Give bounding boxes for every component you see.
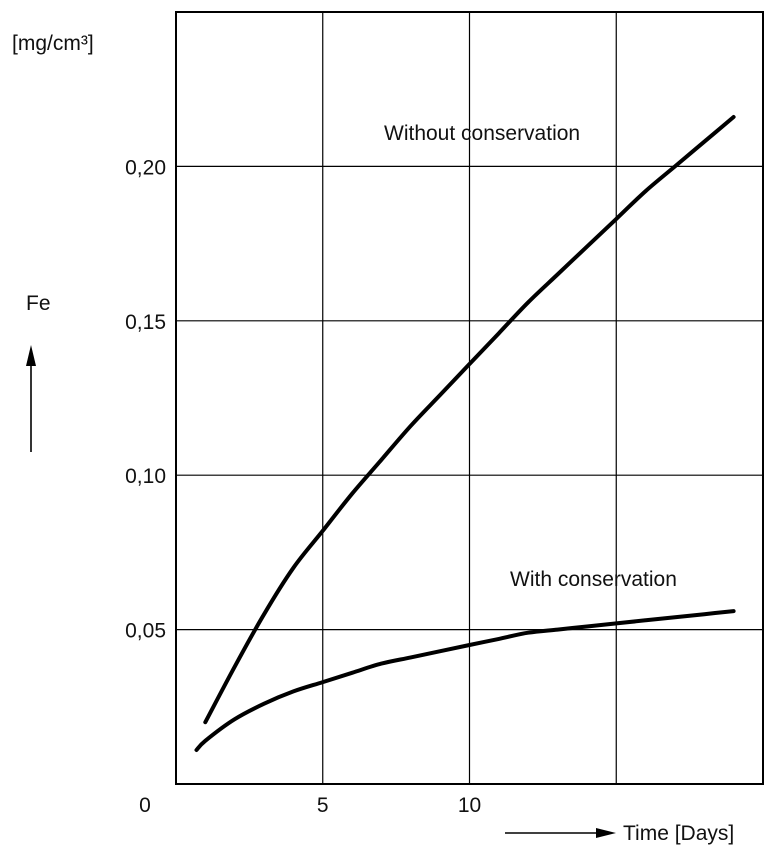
y-tick-label: 0,05 [125, 620, 166, 643]
y-tick-label: 0,10 [125, 465, 166, 488]
series-label-with-conservation: With conservation [510, 568, 677, 591]
series-layer [194, 115, 736, 752]
x-axis-label: Time [Days] [623, 822, 734, 845]
x-tick-label: 5 [317, 794, 329, 817]
x-tick-label: 10 [458, 794, 481, 817]
series-line-with-conservation [194, 609, 736, 752]
y-tick-label: 0,20 [125, 156, 166, 179]
y-axis-arrow-icon [26, 345, 36, 452]
plot-area-frame [175, 11, 764, 785]
y-axis-unit-label: [mg/cm³] [12, 32, 94, 55]
series-line-without-conservation [203, 115, 736, 725]
y-axis-label: Fe [26, 292, 51, 315]
grid [176, 12, 763, 784]
tick-labels: 0,05 0,10 0,15 0,20 5 10 [125, 156, 481, 817]
x-axis-arrow-icon [505, 828, 616, 838]
y-tick-label: 0,15 [125, 311, 166, 334]
origin-label: 0 [139, 794, 151, 817]
series-label-without-conservation: Without conservation [384, 122, 580, 145]
